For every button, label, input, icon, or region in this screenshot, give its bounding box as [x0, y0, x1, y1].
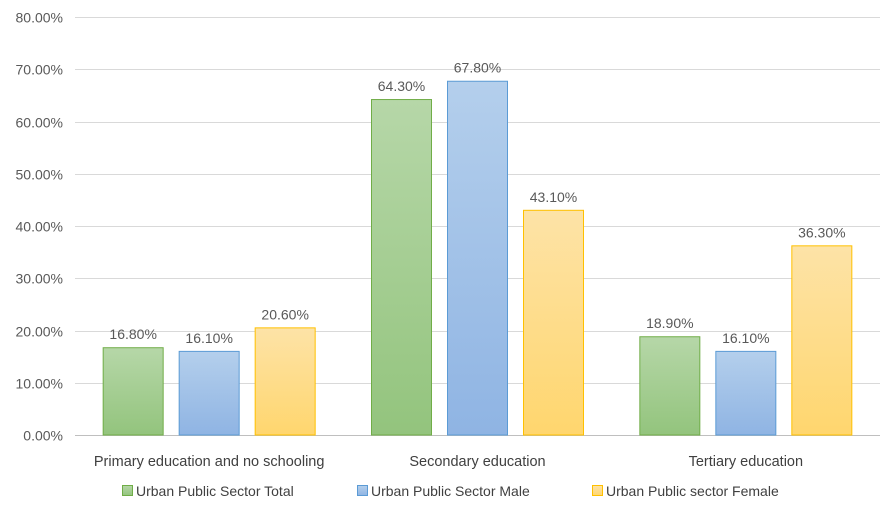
data-label: 20.60% [261, 306, 308, 322]
legend-label: Urban Public Sector Male [371, 483, 530, 499]
data-labels: 16.80% 16.10% 20.60% 64.30% 67.80% 43.10% 18.9… [109, 60, 845, 346]
x-axis-category-labels: Primary education and no schooling Second… [94, 454, 803, 470]
legend-swatch [592, 485, 603, 496]
bars [102, 80, 853, 436]
y-tick-label: 30.00% [16, 271, 63, 287]
bar-total [102, 347, 164, 436]
data-label: 16.10% [185, 330, 232, 346]
legend-label: Urban Public sector Female [606, 483, 779, 499]
data-label: 67.80% [454, 60, 501, 76]
data-label: 64.30% [378, 78, 425, 94]
category-label: Secondary education [409, 454, 545, 470]
bar-male [178, 350, 240, 436]
data-label: 43.10% [530, 189, 577, 205]
bar-female [791, 245, 853, 436]
y-tick-label: 20.00% [16, 324, 63, 340]
data-label: 36.30% [798, 224, 845, 240]
data-label: 16.80% [109, 326, 156, 342]
legend-swatch [122, 485, 133, 496]
bar-female [523, 209, 584, 436]
y-tick-label: 60.00% [16, 115, 63, 131]
y-axis-tick-labels: 0.00% 10.00% 20.00% 30.00% 40.00% 50.00% 60.00… [16, 10, 63, 444]
bar-male [715, 350, 777, 436]
data-label: 16.10% [722, 330, 769, 346]
legend-label: Urban Public Sector Total [136, 483, 294, 499]
y-tick-label: 10.00% [16, 376, 63, 392]
data-label: 18.90% [646, 315, 693, 331]
y-tick-label: 70.00% [16, 62, 63, 78]
bar-total [639, 336, 701, 436]
y-tick-label: 0.00% [23, 428, 63, 444]
bar-male [447, 80, 508, 436]
category-label: Primary education and no schooling [94, 454, 325, 470]
legend-swatch [357, 485, 368, 496]
y-tick-label: 50.00% [16, 167, 63, 183]
y-tick-label: 80.00% [16, 10, 63, 26]
bar-female [254, 327, 316, 436]
y-tick-label: 40.00% [16, 219, 63, 235]
category-label: Tertiary education [689, 454, 803, 470]
bar-total [371, 99, 432, 436]
legend: Urban Public Sector Total Urban Public Se… [122, 483, 779, 499]
